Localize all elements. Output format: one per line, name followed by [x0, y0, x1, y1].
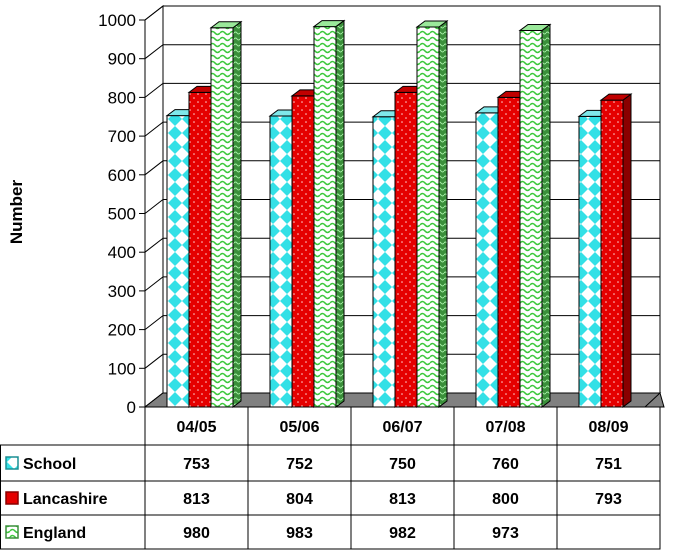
legend-series-name: Lancashire — [23, 491, 108, 508]
legend-series-name: School — [23, 456, 76, 473]
table-cell-value: 752 — [286, 456, 313, 473]
bar-england-06-07 — [415, 19, 449, 408]
table-cell-value: 751 — [595, 456, 622, 473]
legend-swatch — [5, 456, 19, 470]
bar-top — [415, 20, 449, 28]
bar-top — [518, 23, 552, 31]
x-category-label: 06/07 — [382, 419, 422, 436]
bar-front — [210, 27, 234, 408]
y-tick-label: 200 — [108, 321, 136, 340]
bar-front — [269, 115, 293, 408]
bar-side — [438, 19, 448, 408]
table-cell-value: 813 — [389, 491, 416, 508]
y-tick-label: 500 — [108, 205, 136, 224]
x-category-label: 04/05 — [176, 419, 216, 436]
bar-front — [313, 26, 337, 408]
bar-front — [166, 115, 190, 408]
bar-front — [475, 112, 499, 408]
data-table: 04/05 05/06 06/07 07/08 08/09 School 753 752 750… — [0, 406, 661, 550]
table-cell-value: 973 — [492, 525, 519, 542]
table-cell-value: 804 — [286, 491, 313, 508]
y-tick-label: 300 — [108, 282, 136, 301]
y-tick-label: 400 — [108, 243, 136, 262]
table-cell-value: 793 — [595, 491, 622, 508]
bar-lancashire-08-09 — [599, 93, 633, 408]
bar-front — [394, 91, 418, 408]
legend-series-name: England — [23, 525, 86, 542]
x-category-label: 05/06 — [279, 419, 319, 436]
gridline — [144, 5, 660, 21]
y-tick-label: 900 — [108, 50, 136, 69]
bar-england-05-06 — [312, 19, 346, 408]
table-cell-value: 753 — [183, 456, 210, 473]
bar-top — [599, 93, 633, 101]
gridline — [144, 82, 660, 98]
table-cell-value: 760 — [492, 456, 519, 473]
bar-side — [622, 93, 632, 408]
bar-side — [232, 20, 242, 408]
bar-top — [209, 21, 243, 29]
bar-side — [335, 19, 345, 408]
gridline — [144, 44, 660, 60]
table-cell-value: 980 — [183, 525, 210, 542]
bar-front — [188, 91, 212, 408]
bar-front — [578, 115, 602, 408]
legend-swatch — [5, 525, 19, 539]
table-cell-value: 813 — [183, 491, 210, 508]
bar-england-07-08 — [518, 23, 552, 408]
y-tick-label: 1000 — [98, 11, 136, 30]
bar-front — [600, 99, 624, 408]
bar-top — [312, 20, 346, 28]
table-cell-value: 750 — [389, 456, 416, 473]
bar-front — [291, 95, 315, 408]
y-tick-label: 800 — [108, 88, 136, 107]
bar-front — [416, 26, 440, 408]
x-category-label: 08/09 — [588, 419, 628, 436]
bar-front — [519, 29, 543, 408]
y-tick-label: 700 — [108, 127, 136, 146]
y-tick-label: 600 — [108, 166, 136, 185]
y-axis-title: Number — [7, 180, 26, 245]
table-cell-value: 982 — [389, 525, 416, 542]
y-tick-label: 0 — [127, 398, 136, 417]
bar-side — [541, 23, 551, 408]
bar-front — [497, 96, 521, 408]
y-tick-label: 100 — [108, 359, 136, 378]
table-cell-value: 983 — [286, 525, 313, 542]
legend-swatch — [5, 491, 19, 505]
x-category-label: 07/08 — [485, 419, 525, 436]
table-cell-value: 800 — [492, 491, 519, 508]
bar-front — [372, 116, 396, 408]
bar-england-04-05 — [209, 20, 243, 408]
